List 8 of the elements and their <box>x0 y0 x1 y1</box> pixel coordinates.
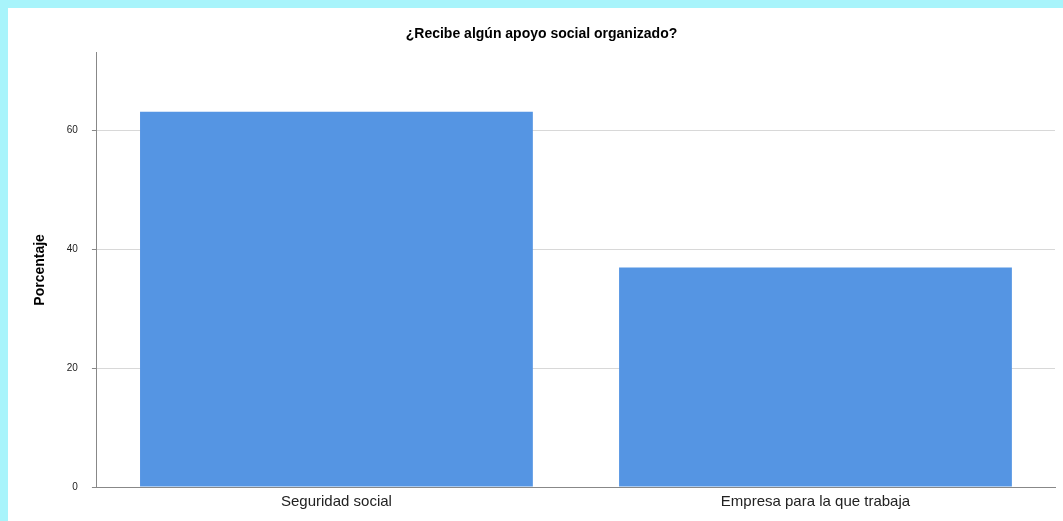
x-tick-label: Empresa para la que trabaja <box>720 492 911 510</box>
y-tick-label: 20 <box>66 361 79 373</box>
y-tick-label: 40 <box>66 242 79 254</box>
y-tick-label: 60 <box>66 123 79 135</box>
y-axis-title: Porcentaje <box>31 233 48 306</box>
x-tick-label: Seguridad social <box>280 492 392 510</box>
y-tick-label: 0 <box>72 480 79 492</box>
chart-title: ¿Recibe algún apoyo social organizado? <box>405 25 678 42</box>
